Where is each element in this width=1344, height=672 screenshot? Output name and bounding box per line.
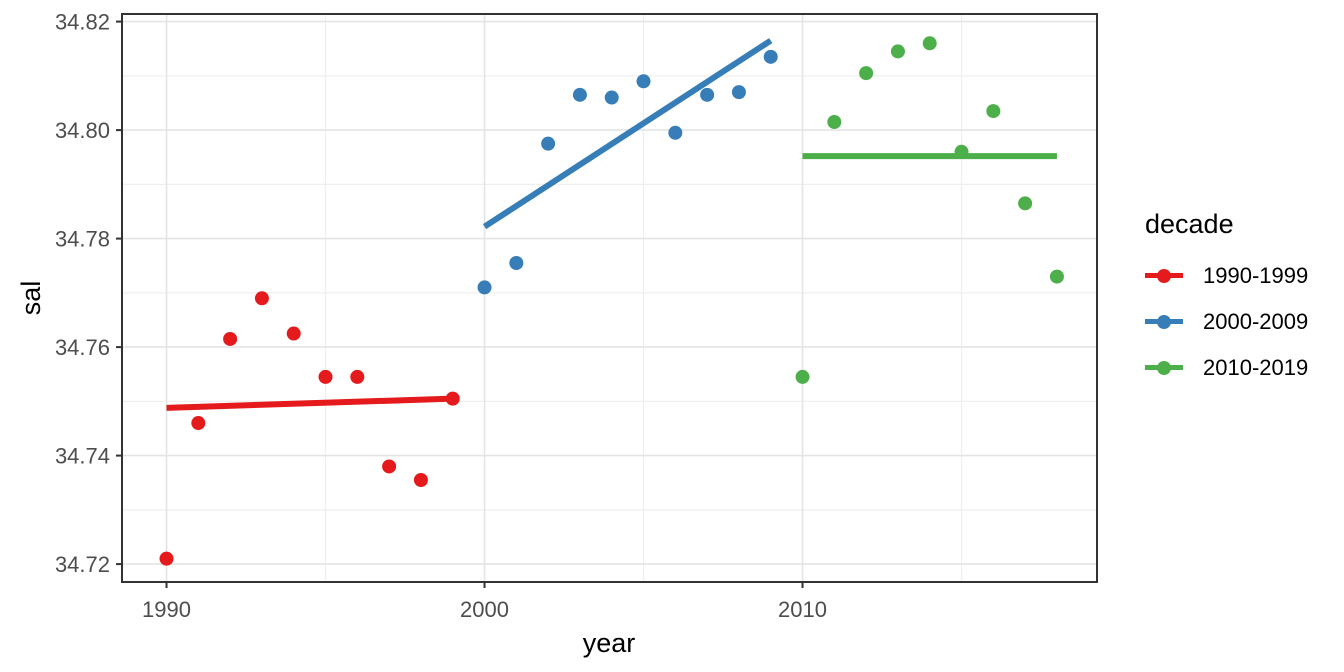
x-axis-title: year	[583, 628, 636, 658]
x-tick-label: 2000	[460, 597, 509, 622]
y-tick-label: 34.82	[55, 10, 110, 35]
legend-item-label: 2000-2009	[1203, 309, 1309, 334]
y-tick-label: 34.76	[55, 335, 110, 360]
major-gridlines	[122, 14, 1097, 582]
data-point	[254, 291, 269, 306]
legend-item-label: 1990-1999	[1203, 263, 1309, 288]
data-point	[477, 280, 492, 295]
trend-line	[166, 395, 453, 411]
data-point	[445, 391, 460, 406]
data-point	[223, 331, 238, 346]
legend-key-icon	[1145, 315, 1183, 329]
data-point	[700, 87, 715, 102]
data-point	[922, 36, 937, 51]
data-point	[731, 85, 746, 100]
data-point	[763, 49, 778, 64]
y-tick-label: 34.72	[55, 552, 110, 577]
data-point	[572, 87, 587, 102]
legend-key-icon	[1145, 361, 1183, 375]
legend-item: 2000-2009	[1145, 299, 1308, 345]
data-point	[350, 369, 365, 384]
y-tick-label: 34.74	[55, 444, 110, 469]
data-point	[413, 473, 428, 488]
x-tick-label: 2010	[778, 597, 827, 622]
data-point	[541, 136, 556, 151]
data-point	[795, 369, 810, 384]
data-point	[318, 369, 333, 384]
x-tick-label: 1990	[142, 597, 191, 622]
legend-key-dot	[1157, 315, 1171, 329]
data-point	[382, 459, 397, 474]
legend-items: 1990-1999 2000-2009 2010-2019	[1145, 253, 1308, 391]
legend-item-label: 2010-2019	[1203, 355, 1309, 380]
y-tick-label: 34.80	[55, 118, 110, 143]
data-layer	[159, 36, 1064, 566]
data-point	[636, 74, 651, 89]
legend-key-dot	[1157, 269, 1171, 283]
data-point	[604, 90, 619, 105]
data-point	[954, 144, 969, 159]
data-point	[1018, 196, 1033, 211]
legend-key-icon	[1145, 269, 1183, 283]
y-axis-title: sal	[16, 281, 46, 316]
y-tick-label: 34.78	[55, 227, 110, 252]
axis-ticks	[116, 20, 804, 588]
data-point	[986, 104, 1001, 119]
data-point	[827, 114, 842, 129]
trend-line	[482, 38, 773, 230]
panel-border-rect	[121, 13, 1098, 583]
data-point	[509, 256, 524, 271]
axis-tick-labels: 1990 2000 2010 34.72 34.74 34.76 34.78 34.80 34.…	[55, 10, 827, 622]
legend-key-dot	[1157, 361, 1171, 375]
data-point	[286, 326, 301, 341]
legend-item: 2010-2019	[1145, 345, 1308, 391]
data-point	[159, 551, 174, 566]
legend: decade 1990-1999 2000-2009 2010-2019	[1145, 210, 1308, 391]
data-point	[668, 125, 683, 140]
panel-border	[121, 13, 1098, 583]
data-point	[1049, 269, 1064, 284]
data-point	[859, 66, 874, 81]
legend-item: 1990-1999	[1145, 253, 1308, 299]
legend-title: decade	[1145, 209, 1234, 239]
data-point	[890, 44, 905, 59]
data-point	[191, 416, 206, 431]
